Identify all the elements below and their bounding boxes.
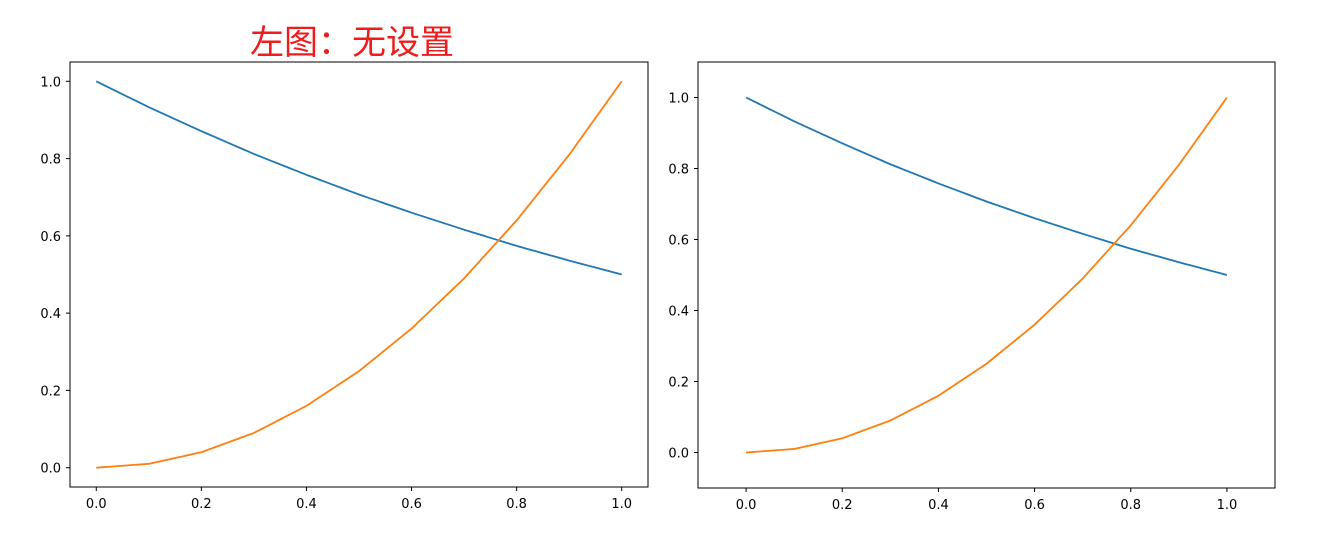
chart-annotation: 左图：无设置 (250, 23, 454, 63)
left-y-tick-label: 0.6 (40, 230, 61, 245)
left-y-tick-label: 1.0 (40, 75, 61, 90)
left-chart: 0.0 0.2 0.4 0.6 0.8 1.0 0.0 0.2 0.4 0.6 0.8 1.0 (40, 61, 649, 512)
right-x-tick-label: 0.6 (1024, 498, 1045, 513)
left-y-tick-label: 0.2 (40, 384, 61, 399)
right-y-tick-label: 0.2 (668, 376, 689, 391)
left-x-tick-label: 0.2 (191, 497, 212, 512)
right-y-tick-label: 1.0 (668, 92, 689, 107)
right-x-tick-label: 0.8 (1120, 498, 1141, 513)
right-x-tick-label: 1.0 (1217, 498, 1238, 513)
left-x-tick-label: 0.4 (296, 497, 317, 512)
right-y-tick-label: 0.6 (668, 234, 689, 249)
right-x-tick-label: 0.0 (736, 498, 757, 513)
left-y-tick-label: 0.0 (40, 462, 61, 477)
left-series-2-line (96, 80, 623, 469)
left-y-tick-label: 0.4 (40, 307, 61, 322)
left-x-tick-label: 0.8 (506, 497, 527, 512)
right-y-tick-label: 0.4 (668, 305, 689, 320)
right-x-tick-label: 0.4 (928, 498, 949, 513)
left-x-tick-label: 1.0 (611, 497, 632, 512)
right-chart: 0.0 0.2 0.4 0.6 0.8 1.0 0.0 0.2 0.4 0.6 0.8 1.0 (668, 61, 1276, 513)
left-y-tick-label: 0.8 (40, 153, 61, 168)
right-y-tick-label: 0.8 (668, 163, 689, 178)
left-x-tick-label: 0.0 (86, 497, 107, 512)
right-axes-frame (697, 61, 1276, 489)
right-series-2-line (746, 96, 1228, 454)
left-series-1-line (95, 80, 622, 276)
left-x-tick-label: 0.6 (401, 497, 422, 512)
right-series-1-line (745, 96, 1228, 276)
right-x-tick-label: 0.2 (832, 498, 853, 513)
left-axes-frame (69, 61, 649, 488)
right-y-tick-label: 0.0 (668, 447, 689, 462)
